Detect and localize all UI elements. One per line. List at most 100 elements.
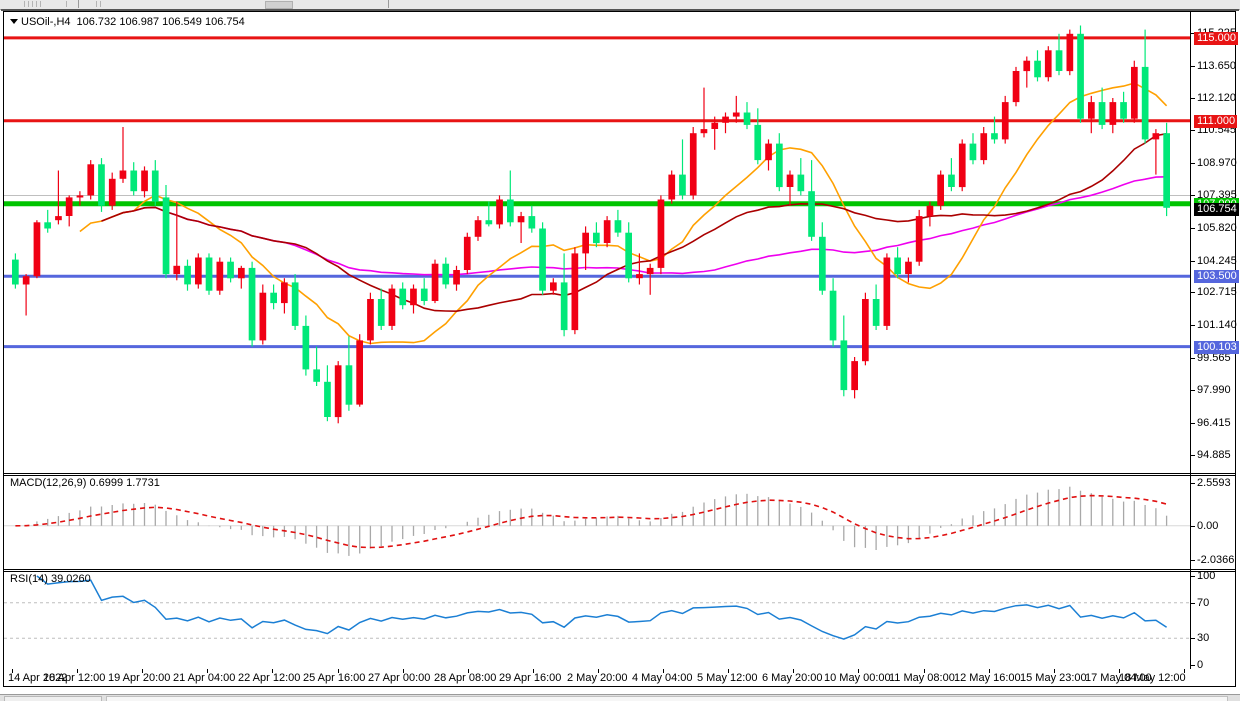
time-label-11: 5 May 12:00 bbox=[697, 672, 758, 684]
collapse-arrow-icon[interactable] bbox=[10, 18, 18, 24]
axis-tick-mark bbox=[1191, 325, 1195, 326]
time-label-8: 29 Apr 16:00 bbox=[499, 672, 562, 684]
chart-frame[interactable]: USOil-,H4 106.732 106.987 106.549 106.754… bbox=[3, 11, 1239, 687]
rsi-label: RSI(14) 39.0260 bbox=[10, 573, 91, 585]
time-label-12: 6 May 20:00 bbox=[762, 672, 823, 684]
axis-tick-mark bbox=[1191, 292, 1195, 293]
axis-tick-mark bbox=[1191, 638, 1195, 639]
time-tick bbox=[989, 669, 990, 673]
macd-tick-1: 0.00 bbox=[1197, 520, 1219, 532]
time-tick bbox=[272, 669, 273, 673]
symbol-quote-label: USOil-,H4 106.732 106.987 106.549 106.754 bbox=[10, 16, 245, 28]
time-label-3: 21 Apr 04:00 bbox=[173, 672, 236, 684]
rsi-tick-0: 100 bbox=[1197, 570, 1216, 582]
axis-tick-mark bbox=[1191, 455, 1195, 456]
price-macd-separator-2 bbox=[4, 475, 1235, 476]
current-price-badge[interactable]: 106.754 bbox=[1194, 203, 1239, 216]
rsi-pane[interactable]: RSI(14) 39.0260 bbox=[4, 572, 1235, 669]
time-label-9: 2 May 20:00 bbox=[567, 672, 628, 684]
axis-tick-mark bbox=[1191, 98, 1195, 99]
time-label-18: 18 May 12:00 bbox=[1119, 672, 1186, 684]
time-tick bbox=[858, 669, 859, 673]
price-tick-6: 105.820 bbox=[1197, 222, 1237, 234]
time-label-4: 22 Apr 12:00 bbox=[238, 672, 301, 684]
axis-tick-mark bbox=[1191, 603, 1195, 604]
time-tick bbox=[403, 669, 404, 673]
time-tick bbox=[468, 669, 469, 673]
macd-rsi-separator bbox=[4, 569, 1235, 570]
time-tick bbox=[533, 669, 534, 673]
time-label-6: 27 Apr 00:00 bbox=[368, 672, 431, 684]
time-tick bbox=[12, 669, 13, 673]
price-tick-3: 110.545 bbox=[1197, 124, 1236, 136]
status-button[interactable] bbox=[4, 696, 102, 701]
axis-tick-mark bbox=[1191, 358, 1195, 359]
time-tick bbox=[142, 669, 143, 673]
time-tick bbox=[1119, 669, 1120, 673]
quote-values: 106.732 106.987 106.549 106.754 bbox=[76, 16, 245, 28]
axis-tick-mark bbox=[1191, 33, 1195, 34]
status-strip bbox=[0, 694, 1240, 701]
time-tick bbox=[338, 669, 339, 673]
macd-tick-0: 2.5593 bbox=[1197, 477, 1231, 489]
time-label-13: 10 May 00:00 bbox=[824, 672, 891, 684]
price-tick-8: 102.715 bbox=[1197, 286, 1237, 298]
price-pane[interactable]: USOil-,H4 106.732 106.987 106.549 106.754 bbox=[4, 12, 1235, 473]
time-label-0: 14 Apr 2022 bbox=[8, 672, 68, 684]
axis-tick-mark bbox=[1191, 483, 1195, 484]
macd-label: MACD(12,26,9) 0.6999 1.7731 bbox=[10, 477, 160, 489]
time-tick bbox=[663, 669, 664, 673]
axis-tick-mark bbox=[1191, 665, 1195, 666]
price-tick-11: 97.990 bbox=[1197, 384, 1231, 396]
price-tick-4: 108.970 bbox=[1197, 157, 1237, 169]
level-badge-support-103-5[interactable]: 103.500 bbox=[1194, 270, 1239, 283]
price-tick-5: 107.395 bbox=[1197, 189, 1237, 201]
price-tick-1: 113.650 bbox=[1197, 60, 1236, 72]
time-label-7: 28 Apr 08:00 bbox=[434, 672, 497, 684]
level-badge-support-100-103[interactable]: 100.103 bbox=[1194, 341, 1239, 354]
price-scale[interactable]: 115.225113.650112.120110.545108.970107.3… bbox=[1191, 12, 1239, 671]
time-label-15: 12 May 16:00 bbox=[954, 672, 1021, 684]
axis-tick-mark bbox=[1191, 576, 1195, 577]
symbol-label: USOil-,H4 bbox=[21, 16, 71, 28]
axis-tick-mark bbox=[1191, 163, 1195, 164]
axis-tick-mark bbox=[1191, 560, 1195, 561]
level-badge-resistance-111[interactable]: 111.000 bbox=[1194, 115, 1238, 128]
macd-pane[interactable]: MACD(12,26,9) 0.6999 1.7731 bbox=[4, 476, 1235, 569]
macd-tick-2: -2.0366 bbox=[1197, 554, 1235, 566]
price-tick-10: 99.565 bbox=[1197, 352, 1231, 364]
rsi-tick-3: 0 bbox=[1197, 659, 1204, 671]
price-tick-12: 96.415 bbox=[1197, 417, 1231, 429]
price-tick-9: 101.140 bbox=[1197, 319, 1237, 331]
axis-tick-mark bbox=[1191, 526, 1195, 527]
time-tick bbox=[77, 669, 78, 673]
price-tick-13: 94.885 bbox=[1197, 449, 1231, 461]
time-label-16: 15 May 23:00 bbox=[1020, 672, 1087, 684]
time-label-1: 18 Apr 12:00 bbox=[43, 672, 106, 684]
frame-shadow bbox=[1, 9, 1239, 11]
time-label-10: 4 May 04:00 bbox=[632, 672, 693, 684]
time-tick bbox=[1054, 669, 1055, 673]
axis-tick-mark bbox=[1191, 423, 1195, 424]
time-tick bbox=[728, 669, 729, 673]
macd-plot[interactable] bbox=[4, 476, 1190, 569]
axis-tick-mark bbox=[1191, 390, 1195, 391]
axis-tick-mark bbox=[1191, 228, 1195, 229]
time-tick bbox=[793, 669, 794, 673]
axis-tick-mark bbox=[1191, 261, 1195, 262]
time-tick bbox=[924, 669, 925, 673]
price-tick-2: 112.120 bbox=[1197, 92, 1236, 104]
level-badge-resistance-115[interactable]: 115.000 bbox=[1194, 32, 1238, 45]
status-field[interactable] bbox=[106, 696, 1228, 701]
time-tick bbox=[598, 669, 599, 673]
time-label-2: 19 Apr 20:00 bbox=[108, 672, 171, 684]
time-label-17: 17 May 04:00 bbox=[1085, 672, 1152, 684]
rsi-tick-2: 30 bbox=[1197, 632, 1210, 644]
time-tick bbox=[207, 669, 208, 673]
rsi-plot[interactable] bbox=[4, 572, 1190, 669]
time-label-5: 25 Apr 16:00 bbox=[303, 672, 366, 684]
price-macd-separator bbox=[4, 473, 1235, 474]
price-plot[interactable] bbox=[4, 12, 1190, 473]
price-tick-7: 104.245 bbox=[1197, 255, 1237, 267]
